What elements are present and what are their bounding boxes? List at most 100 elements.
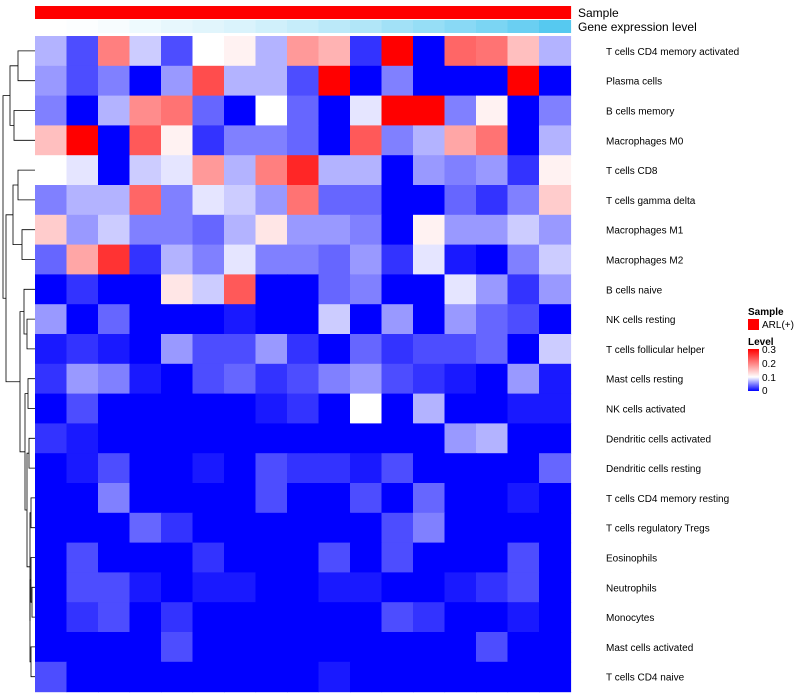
heatmap-cell <box>129 244 162 275</box>
heatmap-cell <box>507 185 540 216</box>
heatmap-cell <box>539 423 572 454</box>
heatmap-cell <box>98 274 131 305</box>
heatmap-cell <box>350 423 383 454</box>
heatmap-cell <box>66 363 99 395</box>
legend-level-ticks: 0.3 0.2 0.1 0 <box>762 345 776 397</box>
heatmap-cell <box>476 125 509 156</box>
sample-annotation-cell <box>413 6 446 19</box>
heatmap-cell <box>66 185 99 216</box>
sample-annotation-cell <box>192 6 225 19</box>
heatmap-cell <box>476 572 509 603</box>
heatmap-cell <box>318 363 351 395</box>
heatmap-cell <box>192 453 225 484</box>
heatmap-cell <box>539 602 572 633</box>
heatmap-cell <box>255 423 288 454</box>
heatmap-cell <box>129 512 162 544</box>
heatmap-cell <box>129 214 162 246</box>
expression-annotation-cell <box>318 20 351 33</box>
heatmap-cell <box>192 572 225 603</box>
heatmap-cell <box>192 185 225 216</box>
sample-annotation-cell <box>66 6 99 19</box>
heatmap-cell <box>318 155 351 186</box>
heatmap-cell <box>350 244 383 275</box>
heatmap-cell <box>255 512 288 544</box>
heatmap-cell <box>287 423 320 454</box>
heatmap-cell <box>35 155 68 186</box>
heatmap-cell <box>66 125 99 156</box>
row-label: T cells CD4 memory activated <box>606 47 739 58</box>
heatmap-cell <box>255 483 288 514</box>
heatmap-cell <box>507 602 540 633</box>
heatmap-cell <box>350 155 383 186</box>
heatmap-cell <box>224 512 257 544</box>
heatmap-cell <box>507 423 540 454</box>
heatmap-cell <box>66 214 99 246</box>
dendrogram-branch <box>26 452 30 568</box>
heatmap-cell <box>161 363 194 395</box>
heatmap-cell <box>98 125 131 156</box>
heatmap-cell <box>192 214 225 246</box>
heatmap-cell <box>287 453 320 484</box>
heatmap-cell <box>192 512 225 544</box>
sample-annotation-cell <box>444 6 477 19</box>
expression-annotation-cell <box>255 20 288 33</box>
heatmap-cell <box>381 572 414 603</box>
heatmap-cell <box>350 363 383 395</box>
heatmap-cell <box>539 244 572 275</box>
row-label: Monocytes <box>606 613 654 624</box>
row-dendrogram <box>2 50 35 678</box>
heatmap-cell <box>381 95 414 126</box>
heatmap-cell <box>507 304 540 335</box>
heatmap-cell <box>413 393 446 424</box>
heatmap-cell <box>129 632 162 663</box>
heatmap-cell <box>350 512 383 544</box>
heatmap-cell <box>444 304 477 335</box>
heatmap-cell <box>255 274 288 305</box>
heatmap-cell <box>66 632 99 663</box>
heatmap-cell <box>444 423 477 454</box>
heatmap-cell <box>35 661 68 693</box>
heatmap-cell <box>224 36 257 67</box>
heatmap-cell <box>192 363 225 395</box>
heatmap-cell <box>255 95 288 126</box>
heatmap-cell <box>35 453 68 484</box>
heatmap-cell <box>444 214 477 246</box>
sample-annotation-cell <box>35 6 68 19</box>
heatmap-cell <box>444 334 477 365</box>
heatmap-cell <box>539 512 572 544</box>
heatmap-cell <box>318 65 351 97</box>
heatmap-cell <box>413 334 446 365</box>
heatmap-cell <box>287 155 320 186</box>
heatmap-cell <box>381 602 414 633</box>
heatmap-cell <box>129 125 162 156</box>
row-label: Eosinophils <box>606 554 657 565</box>
heatmap-cell <box>350 36 383 67</box>
heatmap-cell <box>476 36 509 67</box>
heatmap-cell <box>192 125 225 156</box>
row-label: Mast cells activated <box>606 643 693 654</box>
heatmap-cell <box>444 95 477 126</box>
heatmap-cell <box>413 363 446 395</box>
heatmap-cell <box>413 632 446 663</box>
heatmap-cell <box>66 244 99 275</box>
heatmap-cell <box>66 483 99 514</box>
heatmap-cell <box>224 65 257 97</box>
heatmap-cell <box>98 95 131 126</box>
expression-annotation-cell <box>98 20 131 33</box>
heatmap-cell <box>507 453 540 484</box>
heatmap-cell <box>539 185 572 216</box>
dendrogram-branch <box>29 512 31 621</box>
row-label: NK cells activated <box>606 405 685 416</box>
heatmap-cell <box>350 125 383 156</box>
heatmap-cell <box>35 36 68 67</box>
heatmap-cell <box>98 244 131 275</box>
heatmap-cell <box>255 36 288 67</box>
heatmap-cell <box>318 542 351 573</box>
heatmap-cell <box>255 453 288 484</box>
heatmap-cell <box>476 65 509 97</box>
heatmap-cell <box>35 542 68 573</box>
heatmap-cell <box>66 453 99 484</box>
heatmap-cell <box>161 304 194 335</box>
heatmap-cell <box>476 423 509 454</box>
dendrogram-branch <box>12 184 22 245</box>
